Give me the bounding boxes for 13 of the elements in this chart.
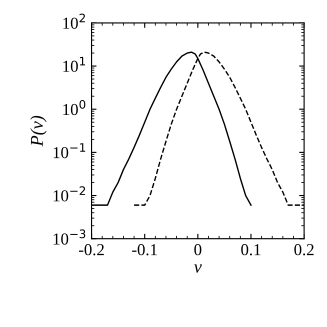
y-tick-label: 10$^{−1}$	[54, 143, 86, 158]
x-tick-label: 0.2	[294, 244, 314, 256]
y-tick-label: 10$^{0}$	[63, 100, 86, 116]
y-tick-label: 10$^{2}$	[63, 14, 85, 29]
y-tick-label: 10$^{−3}$	[54, 229, 86, 245]
x-tick-label: -0.2	[78, 244, 104, 256]
y-tick-label: 10$^{−2}$	[54, 186, 86, 202]
x-axis-title: v	[194, 264, 202, 273]
x-tick-label: 0	[194, 244, 202, 256]
y-axis-title: P(v)	[30, 116, 47, 146]
x-tick-label: -0.1	[132, 244, 157, 256]
y-tick-label: 10$^{1}$	[63, 56, 86, 72]
x-tick-label: 0.1	[241, 244, 260, 256]
